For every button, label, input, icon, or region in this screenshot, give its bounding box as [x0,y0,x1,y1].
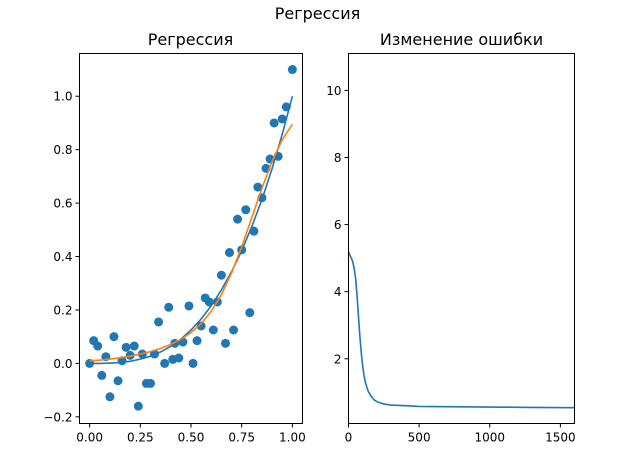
scatter-point [229,325,239,335]
scatter-point [269,118,279,128]
error-title: Изменение ошибки [380,30,543,49]
error-ticks: 0 500 1000 1500 2 4 6 8 10 [326,84,575,445]
scatter-point [241,205,251,215]
regression-title: Регрессия [148,30,234,49]
error-xtick-label: 500 [408,431,431,445]
scatter-point [188,358,198,368]
error-ytick-label: 8 [334,151,342,165]
scatter-point [245,308,255,318]
error-line [347,251,575,409]
regression-line-1 [89,95,294,365]
error-ytick-label: 4 [334,285,342,299]
scatter-point [109,332,119,342]
error-ytick-label: 10 [326,84,341,98]
scatter-point [192,336,202,346]
scatter-point [125,350,135,360]
error-xtick-label: 1500 [545,431,576,445]
scatter-point [160,358,170,368]
scatter-point [113,376,123,386]
scatter-point [287,65,297,75]
figure-suptitle: Регрессия [275,4,361,23]
scatter-point [121,342,131,352]
scatter-point [220,338,230,348]
scatter-point [133,401,143,411]
regression-ytick-label: 0.0 [53,357,72,371]
scatter-point [105,392,115,402]
regression-ticks: 0.00 0.25 0.50 0.75 1.00 −0.2 0.0 0.2 0.4 0.6 0.8 1… [43,90,305,445]
regression-axes: Регрессия 0.00 0.25 0.50 0.75 1.00 −0.2 0.0 0.2… [43,30,305,445]
error-xtick-label: 1000 [474,431,505,445]
scatter-point [253,182,263,192]
scatter-point [225,248,235,258]
regression-ytick-label: 0.4 [53,250,72,264]
regression-ytick-label: 0.6 [53,197,72,211]
error-xtick-label: 0 [345,431,353,445]
regression-line-2 [89,123,294,362]
scatter-point [233,214,243,224]
scatter-point [208,325,218,335]
regression-ytick-label: −0.2 [43,410,72,424]
regression-ytick-label: 1.0 [53,90,72,104]
scatter-point [93,341,103,351]
scatter-point [97,370,107,380]
error-ytick-label: 2 [334,352,342,366]
regression-marks [85,65,297,411]
regression-xtick-label: 0.25 [127,431,154,445]
scatter-point [184,301,194,311]
error-frame [348,53,575,424]
scatter-point [129,341,139,351]
regression-ytick-label: 0.8 [53,143,72,157]
regression-xtick-label: 0.50 [178,431,205,445]
scatter-point [174,353,184,363]
regression-xtick-label: 0.75 [228,431,255,445]
scatter-point [154,317,164,327]
regression-xtick-label: 1.00 [279,431,306,445]
error-ytick-label: 6 [334,218,342,232]
scatter-point [216,270,226,280]
scatter-point [145,378,155,388]
regression-frame [79,53,303,424]
error-marks [347,251,575,409]
scatter-point [196,321,206,331]
regression-xtick-label: 0.00 [76,431,103,445]
scatter-point [277,114,287,124]
scatter-point [164,302,174,312]
regression-ytick-label: 0.2 [53,303,72,317]
error-axes: Изменение ошибки 0 500 1000 1500 2 4 6 8 10 [326,30,575,445]
